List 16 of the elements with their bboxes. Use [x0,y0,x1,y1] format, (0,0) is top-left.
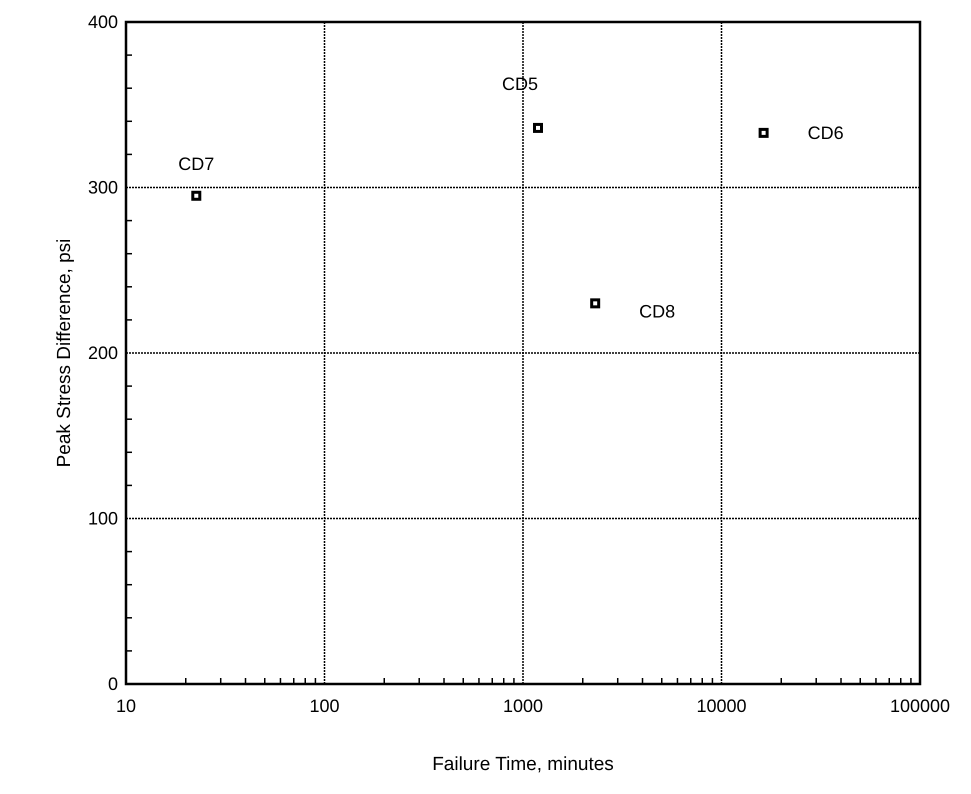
annotation: CD7 [178,154,214,174]
y-tick-label: 0 [108,674,118,694]
x-tick-label: 10000 [696,696,747,716]
y-tick-label: 100 [88,508,118,528]
annotation: CD6 [808,122,844,143]
y-axis-title: Peak Stress Difference, psi [54,238,75,468]
y-tick-label: 400 [88,12,118,32]
x-tick-label: 100000 [890,696,950,716]
annotation: CD5 [502,74,538,94]
y-tick-label: 300 [88,178,118,198]
annotation: CD8 [639,301,676,322]
x-tick-label: 100 [309,696,340,716]
y-tick-label: 200 [88,343,118,363]
x-axis-title: Failure Time, minutes [432,754,614,775]
x-tick-label: 1000 [502,696,544,716]
x-tick-label: 10 [116,696,136,716]
